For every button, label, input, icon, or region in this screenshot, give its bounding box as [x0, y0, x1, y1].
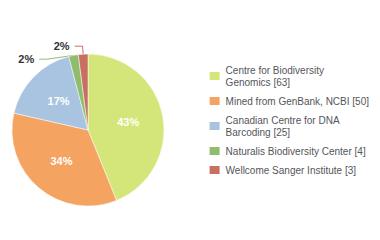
svg-text:Barcoding [25]: Barcoding [25]	[226, 127, 291, 138]
svg-text:34%: 34%	[50, 155, 72, 167]
svg-text:Canadian Centre for DNA: Canadian Centre for DNA	[226, 115, 340, 126]
svg-text:Centre for Biodiversity: Centre for Biodiversity	[226, 65, 324, 76]
svg-text:43%: 43%	[117, 116, 139, 128]
svg-text:Wellcome Sanger Institute [3]: Wellcome Sanger Institute [3]	[226, 165, 357, 176]
svg-text:17%: 17%	[48, 95, 70, 107]
svg-text:Naturalis Biodiversity Center: Naturalis Biodiversity Center [4]	[226, 146, 366, 157]
svg-text:2%: 2%	[18, 53, 34, 65]
svg-text:2%: 2%	[54, 40, 70, 52]
svg-text:Mined from GenBank, NCBI [50]: Mined from GenBank, NCBI [50]	[226, 96, 370, 107]
svg-text:Genomics [63]: Genomics [63]	[226, 77, 291, 88]
